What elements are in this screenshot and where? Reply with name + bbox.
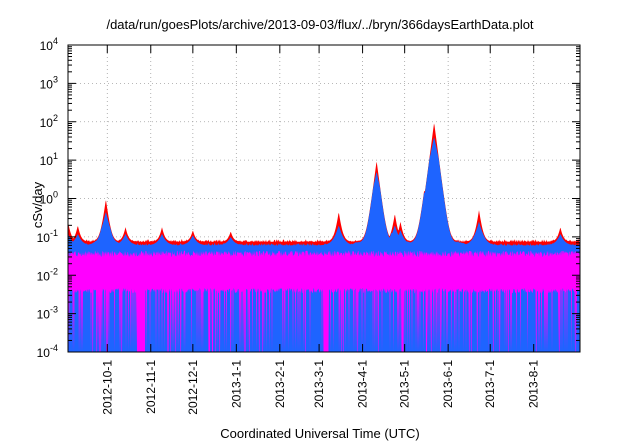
x-axis-label: Coordinated Universal Time (UTC) xyxy=(220,426,420,441)
x-tick-label: 2013-8-1 xyxy=(527,360,541,408)
y-tick-label: 102 xyxy=(40,113,58,130)
y-tick-label: 100 xyxy=(40,190,58,207)
x-tick-label: 2013-4-1 xyxy=(356,360,370,408)
series-magenta xyxy=(68,250,580,352)
y-tick-label: 10-2 xyxy=(37,266,58,283)
x-tick-label: 2012-12-1 xyxy=(186,360,200,415)
y-tick-label: 103 xyxy=(40,74,58,91)
series-blue xyxy=(68,137,580,352)
x-tick-label: 2013-3-1 xyxy=(312,360,326,408)
axis-ticks: 10-4 10-3 10-2 10-1 100 101 102 103 104 2012-10-1… xyxy=(37,36,580,415)
x-tick-label: 2013-2-1 xyxy=(273,360,287,408)
y-tick-label: 10-3 xyxy=(37,305,58,322)
x-tick-label: 2012-11-1 xyxy=(144,360,158,414)
x-tick-label: 2013-5-1 xyxy=(398,360,412,408)
y-tick-label: 10-1 xyxy=(37,228,58,245)
x-tick-label: 2013-1-1 xyxy=(229,360,243,408)
data-series xyxy=(68,123,580,352)
y-tick-label: 10-4 xyxy=(37,343,58,360)
x-tick-label: 2013-7-1 xyxy=(483,360,497,408)
chart-title: /data/run/goesPlots/archive/2013-09-03/f… xyxy=(106,17,534,32)
x-tick-label: 2013-6-1 xyxy=(441,360,455,408)
y-tick-label: 101 xyxy=(40,151,58,168)
y-tick-label: 104 xyxy=(40,36,58,53)
x-tick-label: 2012-10-1 xyxy=(100,360,114,415)
